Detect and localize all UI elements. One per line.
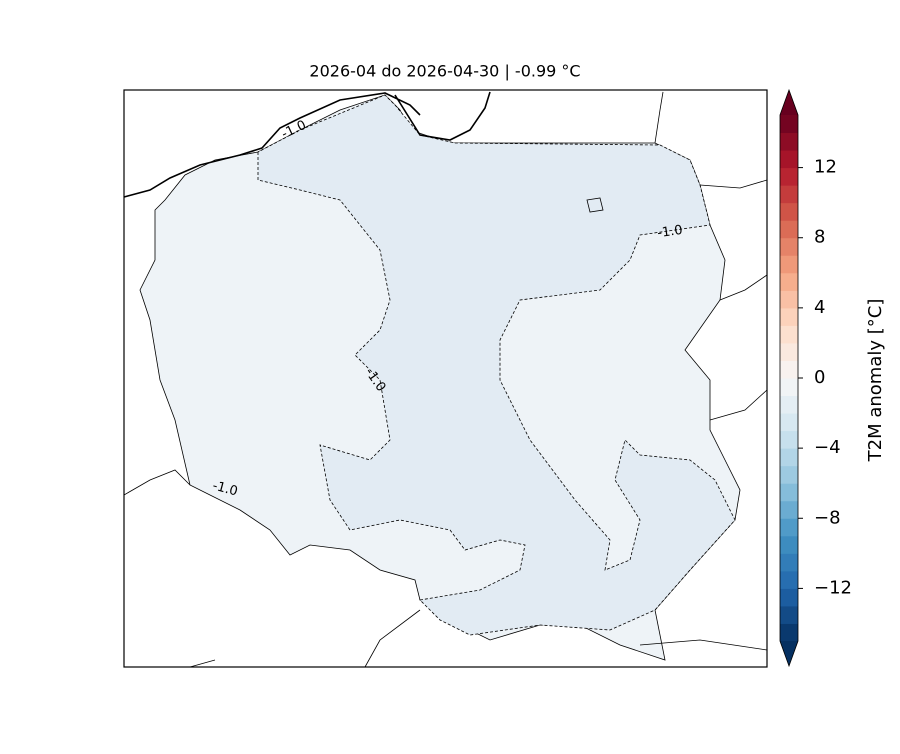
colorbar-label: T2M anomaly [°C]	[865, 299, 886, 463]
map-frame	[123, 89, 768, 668]
colorbar-band	[780, 623, 798, 642]
colorbar-band	[780, 185, 798, 204]
colorbar-tick-label: 0	[814, 367, 825, 388]
anomaly-region	[257, 94, 736, 636]
colorbar-band	[780, 500, 798, 519]
colorbar-band	[780, 360, 798, 379]
colorbar-band	[780, 290, 798, 309]
colorbar-band	[780, 448, 798, 467]
colorbar-band	[780, 325, 798, 344]
colorbar-tick-label: −12	[814, 577, 852, 598]
colorbar-band	[780, 413, 798, 432]
neighbor-borders	[123, 91, 768, 668]
colorbar-band	[780, 570, 798, 589]
contour-label: -1.0	[211, 478, 239, 499]
colorbar-band	[780, 553, 798, 572]
colorbar-tick-label: 12	[814, 157, 837, 178]
contour-label: -1.0	[656, 223, 683, 241]
colorbar-band	[780, 588, 798, 607]
colorbar-band	[780, 378, 798, 397]
colorbar-band	[780, 237, 798, 256]
colorbar-tick-label: −4	[814, 437, 841, 458]
colorbar-band	[780, 150, 798, 169]
colorbar-band	[780, 167, 798, 186]
colorbar-tick-label: 8	[814, 227, 825, 248]
colorbar-band	[780, 202, 798, 221]
colorbar-band	[780, 483, 798, 502]
map-title: 2026-04 do 2026-04-30 | -0.99 °C	[309, 62, 580, 81]
colorbar: −12 −8 −4 0 4 8 12	[779, 88, 852, 668]
colorbar-band	[780, 307, 798, 326]
colorbar-band	[780, 132, 798, 151]
colorbar-tick-label: −8	[814, 507, 841, 528]
colorbar-band	[780, 535, 798, 554]
colorbar-band	[780, 605, 798, 624]
colorbar-band	[780, 342, 798, 361]
colorbar-band	[780, 255, 798, 274]
colorbar-band	[780, 115, 798, 134]
colorbar-band	[780, 430, 798, 449]
map-area	[123, 89, 768, 668]
colorbar-outline	[779, 88, 799, 668]
colorbar-band	[780, 465, 798, 484]
colorbar-extend-bottom	[780, 641, 798, 666]
colorbar-band	[780, 395, 798, 414]
colorbar-band	[780, 220, 798, 239]
colorbar-tick-label: 4	[814, 297, 825, 318]
colorbar-band	[780, 272, 798, 291]
coastline	[123, 91, 491, 198]
colorbar-band	[780, 518, 798, 537]
colorbar-extend-top	[780, 90, 798, 115]
